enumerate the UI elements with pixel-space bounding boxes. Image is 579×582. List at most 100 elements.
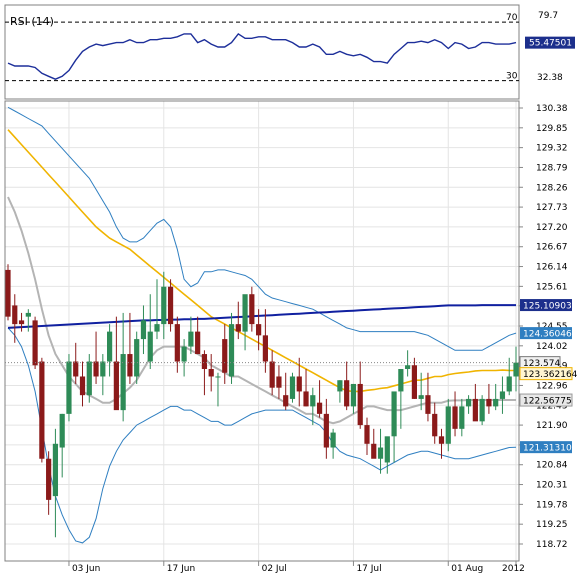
price-y-tick-label: 127.20: [536, 223, 568, 233]
candle-body: [344, 380, 350, 407]
candle-body: [256, 324, 262, 336]
price-y-tick-label: 126.14: [536, 263, 568, 273]
candle-body: [262, 335, 268, 362]
price-y-tick-label: 127.73: [536, 203, 568, 213]
rsi-current-value: 55.47501: [529, 39, 572, 49]
price-y-tick-label: 130.38: [536, 104, 568, 114]
candle-body: [32, 320, 38, 366]
candle-body: [93, 361, 99, 377]
candle-body: [228, 324, 235, 377]
candle-body: [377, 447, 384, 459]
value-badge-label: 122.56775: [523, 397, 572, 407]
price-y-tick-label: 128.26: [536, 183, 568, 193]
candle-body: [100, 361, 106, 377]
candle-body: [296, 376, 302, 392]
bollinger-bands: [7, 106, 517, 544]
candle-body: [418, 395, 424, 399]
price-y-tick-label: 129.32: [536, 144, 568, 154]
value-badge-bg: [520, 299, 572, 312]
rsi-line: [7, 32, 517, 80]
date-tick-label: 17 Jul: [356, 564, 381, 574]
candle-body: [371, 443, 377, 459]
date-tick-label: 2012: [502, 564, 525, 574]
candle-body: [39, 361, 45, 459]
candle-body: [350, 383, 357, 407]
rsi-panel: RSI (14) 70 30 79.7 32.38 55.47501: [4, 4, 575, 100]
candle-body: [208, 369, 214, 377]
date-tick-label: 03 Jun: [72, 564, 100, 574]
candle-body: [12, 305, 18, 325]
price-frame: [4, 100, 520, 562]
candle-body: [391, 391, 397, 437]
candle-body: [79, 376, 86, 396]
candle-body: [289, 376, 296, 399]
candle-body: [459, 406, 465, 429]
candle-body: [66, 361, 72, 414]
value-badge: 121.313106: [520, 441, 578, 454]
candle-body: [357, 383, 363, 426]
moving-averages: [7, 129, 516, 425]
date-x-ticks: 03 Jun 17 Jun 02 Jul 17 Jul 01 Aug 2012: [68, 561, 525, 574]
candle-body: [405, 365, 411, 370]
candle-body: [384, 436, 390, 463]
candle-body: [249, 294, 255, 325]
candle-body: [46, 458, 52, 500]
candle-body: [269, 361, 275, 388]
candle-body: [154, 324, 160, 332]
rsi-level-70-label: 70: [506, 13, 518, 23]
price-y-tick-label: 124.02: [536, 342, 568, 352]
candle-body: [486, 398, 492, 407]
price-y-tick-label: 124.55: [536, 322, 568, 332]
candle-body: [425, 395, 431, 414]
price-y-tick-label: 126.67: [536, 243, 568, 253]
candle-body: [513, 362, 519, 377]
value-badges: 125.109035124.360469123.574123.362164122…: [519, 299, 578, 454]
candle-body: [438, 436, 445, 444]
price-y-tick-label: 119.25: [536, 520, 568, 530]
candle-body: [59, 413, 65, 448]
candle-body: [276, 376, 282, 388]
candle-body: [201, 354, 208, 370]
candle-body: [181, 346, 187, 362]
value-badge: 125.109035: [520, 299, 577, 312]
candle-body: [127, 354, 133, 377]
rsi-tick-bottom: 32.38: [537, 73, 563, 83]
candle-body: [432, 413, 438, 437]
candle-body: [215, 376, 221, 378]
rsi-tick-top: 79.7: [538, 11, 558, 21]
candle-body: [188, 331, 194, 347]
candle-body: [330, 432, 336, 448]
candle-body: [161, 286, 167, 325]
candle-body: [222, 339, 228, 373]
candle-body: [506, 376, 512, 392]
candle-body: [364, 425, 370, 444]
candle-body: [452, 406, 458, 429]
candle-body: [25, 312, 31, 317]
candle-body: [472, 398, 478, 422]
candle-body: [310, 395, 316, 407]
rsi-badge-bg: [525, 36, 575, 49]
date-tick-label: 17 Jun: [167, 564, 195, 574]
candle-body: [411, 365, 417, 399]
value-badge-label: 125.109035: [523, 302, 577, 312]
candle-body: [147, 331, 153, 362]
price-y-tick-label: 128.79: [536, 163, 568, 173]
price-y-tick-label: 125.61: [536, 282, 568, 292]
value-badge-label: 124.360469: [523, 330, 578, 340]
price-panel: 130.38 129.85 129.32 128.79 128.26 127.73 127.…: [4, 100, 578, 574]
value-badge-bg: [520, 441, 572, 454]
candle-body: [86, 361, 92, 396]
price-y-tick-label: 129.85: [536, 124, 568, 134]
candle-body: [167, 286, 174, 325]
candle-body: [303, 391, 309, 407]
bollinger-lower-line: [7, 327, 517, 544]
rsi-current-value-badge: 55.47501: [525, 36, 575, 49]
candle-body: [242, 294, 248, 332]
candle-body: [499, 391, 506, 399]
rsi-title: RSI (14): [10, 15, 54, 28]
candle-body: [73, 361, 79, 377]
value-badge-bg: [519, 367, 573, 381]
bollinger-upper-line: [7, 106, 517, 351]
